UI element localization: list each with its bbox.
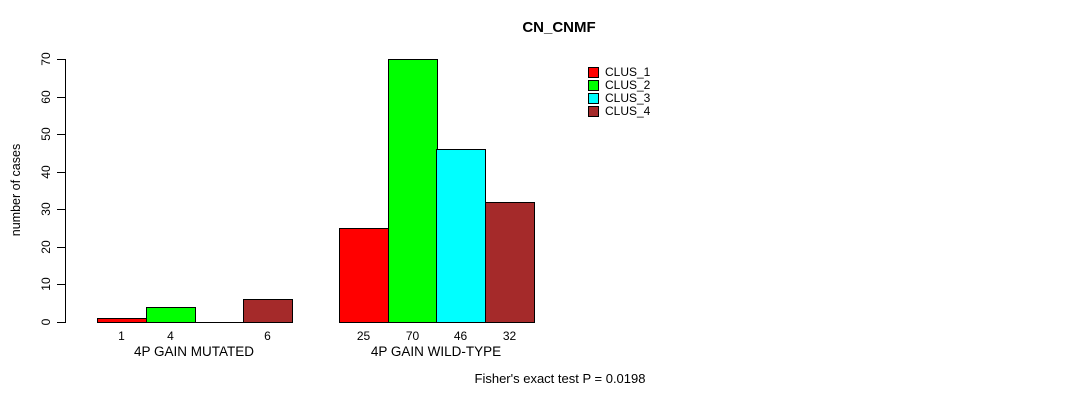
legend-item: CLUS_2 <box>588 79 650 92</box>
legend-swatch <box>588 93 599 104</box>
bar-value-label: 25 <box>356 329 371 343</box>
y-tick-label: 20 <box>39 240 53 254</box>
bar-value-label: 70 <box>405 329 420 343</box>
y-tick <box>57 134 65 135</box>
y-tick-label: 30 <box>39 202 53 216</box>
bar <box>243 299 293 323</box>
y-axis-line <box>65 59 66 323</box>
group-label: 4P GAIN MUTATED <box>133 344 255 359</box>
legend-item: CLUS_4 <box>588 105 650 118</box>
y-tick-label: 0 <box>39 318 53 326</box>
bar <box>146 307 196 323</box>
bar <box>436 149 486 323</box>
y-tick-label: 60 <box>39 90 53 104</box>
legend-label: CLUS_1 <box>605 65 651 79</box>
legend-swatch <box>588 80 599 91</box>
bar <box>97 318 147 323</box>
y-axis-title: number of cases <box>9 143 23 237</box>
y-tick <box>57 97 65 98</box>
y-tick-label: 70 <box>39 52 53 66</box>
y-tick <box>57 172 65 173</box>
legend-item: CLUS_1 <box>588 66 650 79</box>
y-tick-label: 10 <box>39 277 53 291</box>
y-tick <box>57 284 65 285</box>
legend-label: CLUS_3 <box>605 91 651 105</box>
chart-title: CN_CNMF <box>522 19 596 36</box>
group-label: 4P GAIN WILD-TYPE <box>370 344 502 359</box>
bar-value-label: 4 <box>167 329 174 343</box>
legend-item: CLUS_3 <box>588 92 650 105</box>
y-tick <box>57 209 65 210</box>
legend-swatch <box>588 67 599 78</box>
y-tick <box>57 59 65 60</box>
bar <box>339 228 389 323</box>
footer-stat-text: Fisher's exact test P = 0.0198 <box>474 371 646 386</box>
y-tick <box>57 322 65 323</box>
legend-label: CLUS_2 <box>605 78 651 92</box>
legend: CLUS_1 CLUS_2 CLUS_3 CLUS_4 <box>588 66 650 118</box>
bar-value-label: 46 <box>453 329 468 343</box>
legend-label: CLUS_4 <box>605 104 651 118</box>
bar <box>388 59 438 323</box>
bar <box>485 202 535 323</box>
bar-value-label: 6 <box>264 329 271 343</box>
bar-value-label: 1 <box>118 329 125 343</box>
legend-swatch <box>588 106 599 117</box>
y-tick-label: 40 <box>39 165 53 179</box>
y-tick <box>57 247 65 248</box>
bar-value-label: 32 <box>502 329 517 343</box>
y-tick-label: 50 <box>39 127 53 141</box>
